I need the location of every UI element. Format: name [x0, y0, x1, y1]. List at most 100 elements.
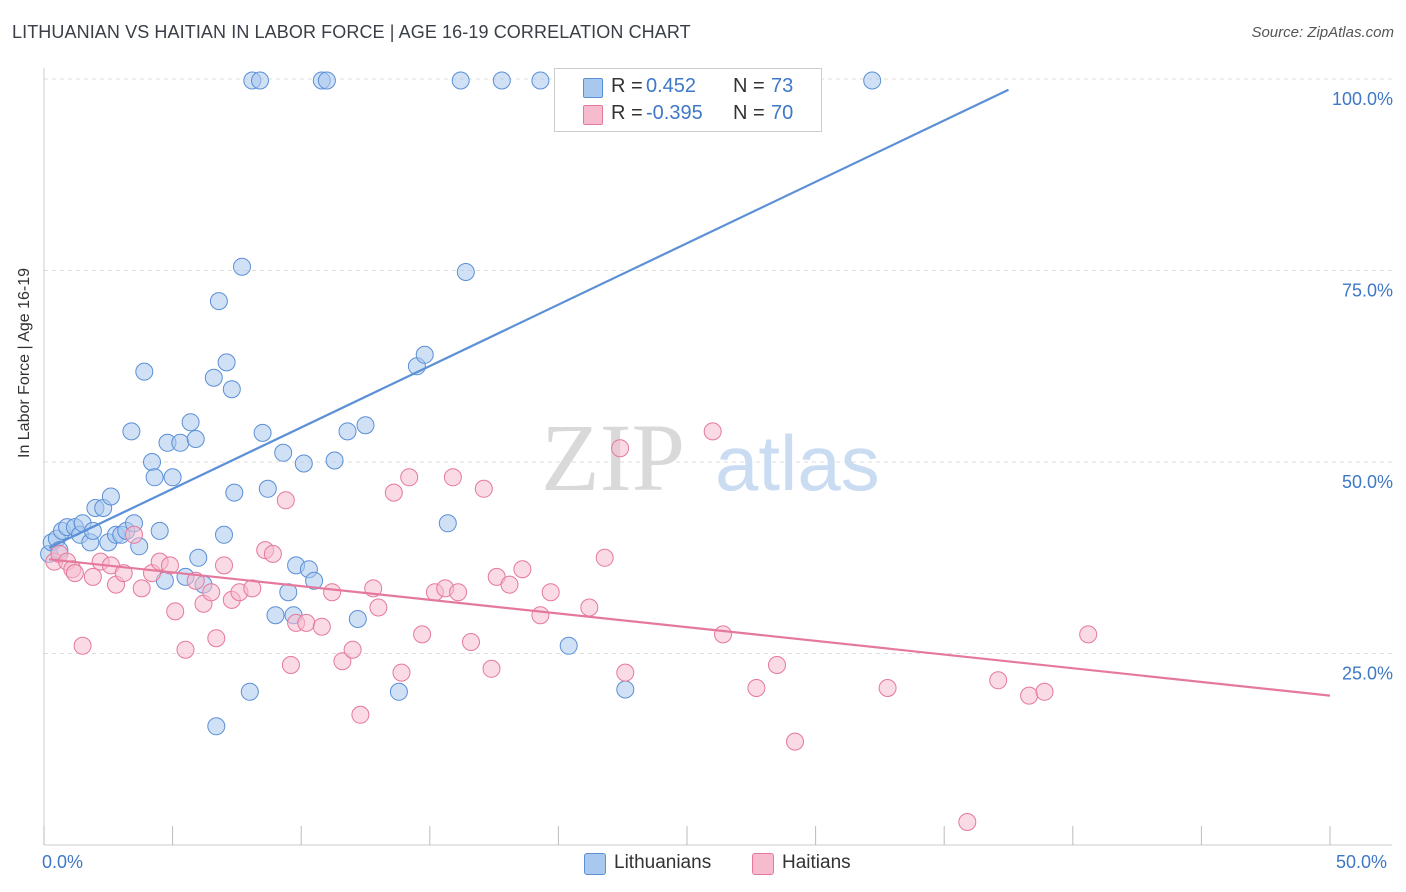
- data-point: [276, 491, 295, 510]
- data-point: [294, 454, 313, 473]
- data-point: [132, 579, 151, 598]
- data-point: [125, 525, 143, 544]
- data-point: [312, 617, 331, 636]
- data-point: [253, 423, 272, 442]
- data-point: [559, 636, 578, 655]
- data-point: [462, 633, 480, 651]
- data-point: [580, 598, 599, 617]
- data-point: [492, 71, 511, 90]
- y-tick-label: 100.0%: [1332, 89, 1393, 109]
- data-point: [389, 682, 408, 701]
- data-point: [863, 71, 882, 90]
- data-point: [171, 433, 190, 452]
- data-point: [384, 483, 403, 502]
- data-point: [317, 71, 336, 90]
- data-point: [369, 598, 388, 617]
- data-point: [114, 564, 133, 583]
- data-point: [1079, 625, 1098, 644]
- data-point: [163, 468, 182, 487]
- legend-n-label: N =: [733, 75, 765, 97]
- data-point: [145, 468, 164, 487]
- data-point: [531, 606, 550, 625]
- data-point: [135, 362, 154, 381]
- data-point: [438, 514, 457, 533]
- legend-r-label: R =: [611, 75, 643, 97]
- bottom-legend-label: Haitians: [782, 852, 851, 873]
- legend-n-value: 70: [771, 102, 794, 124]
- data-point: [325, 451, 344, 470]
- bottom-legend-swatch-haitians: [752, 853, 774, 875]
- watermark-zip: ZIP: [541, 404, 685, 511]
- legend-swatch-haitians: [583, 105, 603, 125]
- data-point: [616, 663, 635, 682]
- data-point: [266, 606, 285, 625]
- data-point: [274, 443, 293, 462]
- bottom-legend-label: Lithuanians: [614, 852, 712, 873]
- legend-r-label: R =: [611, 102, 643, 124]
- data-point: [281, 656, 300, 674]
- data-point: [186, 571, 205, 590]
- legend-n-label: N =: [733, 102, 765, 124]
- data-point: [202, 583, 221, 602]
- data-point: [703, 422, 722, 441]
- data-point: [215, 525, 233, 544]
- data-point: [186, 430, 205, 448]
- trend-lines: [48, 88, 1331, 697]
- data-point: [204, 368, 223, 387]
- data-point: [1020, 686, 1039, 705]
- data-point: [456, 263, 475, 281]
- x-tick-label-min: 0.0%: [42, 852, 84, 872]
- x-tick-label-max: 50.0%: [1336, 852, 1388, 872]
- data-point: [451, 71, 470, 90]
- data-point: [413, 625, 432, 644]
- data-point: [513, 560, 532, 579]
- data-point: [443, 468, 462, 487]
- data-point: [65, 564, 84, 583]
- data-point: [258, 479, 277, 498]
- data-point: [150, 521, 169, 540]
- correlation-legend: R = 0.452 N = 73 R = -0.395 N = 70: [554, 68, 822, 132]
- data-point: [531, 71, 550, 90]
- data-point: [122, 422, 141, 441]
- data-point: [356, 416, 375, 435]
- data-point: [222, 380, 241, 399]
- legend-r-value: 0.452: [646, 75, 697, 97]
- data-point: [217, 353, 236, 372]
- data-point: [263, 544, 282, 563]
- data-point: [878, 679, 897, 697]
- data-point: [233, 257, 251, 276]
- data-point: [989, 671, 1008, 690]
- data-point: [207, 629, 226, 648]
- source-label: Source: ZipAtlas.com: [1251, 24, 1394, 41]
- trend-line: [49, 558, 1331, 697]
- data-point: [166, 602, 185, 621]
- bottom-legend-swatch-lithuanians: [584, 853, 606, 875]
- data-point: [297, 613, 316, 632]
- trend-line: [48, 88, 1009, 549]
- legend-n-value: 73: [771, 75, 794, 97]
- data-point: [595, 548, 614, 567]
- data-point: [225, 483, 244, 502]
- data-point: [73, 636, 92, 655]
- data-point: [83, 567, 102, 586]
- y-tick-labels: 100.0% 75.0% 50.0% 25.0%: [1332, 89, 1393, 684]
- data-point: [343, 640, 362, 659]
- data-point: [251, 71, 269, 90]
- chart-title: LITHUANIAN VS HAITIAN IN LABOR FORCE | A…: [12, 22, 691, 42]
- watermark-atlas: atlas: [715, 419, 880, 507]
- data-point: [176, 640, 195, 659]
- data-point: [240, 682, 259, 701]
- gridlines: [44, 78, 1392, 654]
- data-point: [333, 652, 352, 671]
- data-point: [541, 583, 560, 602]
- data-point: [101, 487, 120, 506]
- data-point: [209, 292, 228, 311]
- legend-swatch-lithuanians: [583, 78, 603, 98]
- data-point: [338, 422, 357, 441]
- y-tick-label: 75.0%: [1342, 281, 1393, 301]
- data-point: [474, 479, 493, 498]
- data-point: [714, 625, 732, 644]
- data-point: [616, 680, 635, 699]
- data-point: [392, 663, 411, 682]
